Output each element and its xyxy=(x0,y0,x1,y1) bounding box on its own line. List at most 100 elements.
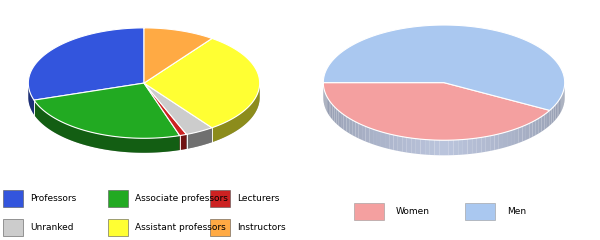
Bar xyxy=(3,190,23,207)
Polygon shape xyxy=(551,107,554,124)
Text: Assistant professors: Assistant professors xyxy=(135,223,226,232)
Polygon shape xyxy=(398,136,402,152)
Text: Unranked: Unranked xyxy=(30,223,74,232)
Polygon shape xyxy=(373,129,377,146)
Bar xyxy=(3,219,23,236)
Polygon shape xyxy=(463,139,467,155)
Polygon shape xyxy=(519,126,523,143)
Polygon shape xyxy=(529,122,533,138)
Polygon shape xyxy=(557,100,559,118)
Polygon shape xyxy=(28,28,144,100)
Polygon shape xyxy=(439,140,444,155)
Polygon shape xyxy=(554,105,556,122)
Polygon shape xyxy=(341,113,344,130)
Bar xyxy=(354,203,384,220)
Polygon shape xyxy=(511,129,515,146)
Polygon shape xyxy=(331,102,332,120)
Polygon shape xyxy=(394,135,398,151)
Polygon shape xyxy=(34,100,180,153)
Polygon shape xyxy=(549,109,551,126)
Polygon shape xyxy=(144,83,187,136)
Polygon shape xyxy=(477,138,481,153)
Polygon shape xyxy=(212,83,260,142)
Polygon shape xyxy=(334,107,337,124)
Polygon shape xyxy=(144,38,260,128)
Polygon shape xyxy=(449,140,454,155)
Polygon shape xyxy=(407,138,411,153)
Polygon shape xyxy=(494,134,499,150)
Polygon shape xyxy=(355,122,359,138)
Polygon shape xyxy=(458,139,463,155)
Polygon shape xyxy=(362,125,365,142)
Polygon shape xyxy=(523,125,526,142)
Polygon shape xyxy=(385,133,389,149)
Text: Men: Men xyxy=(507,207,526,216)
Polygon shape xyxy=(536,118,539,135)
Polygon shape xyxy=(337,109,339,126)
Polygon shape xyxy=(444,140,449,155)
Polygon shape xyxy=(329,100,331,118)
Bar xyxy=(465,203,495,220)
Polygon shape xyxy=(323,25,565,110)
Polygon shape xyxy=(359,123,362,140)
Polygon shape xyxy=(325,92,326,109)
Polygon shape xyxy=(507,131,511,147)
Polygon shape xyxy=(332,105,334,122)
Polygon shape xyxy=(539,116,542,133)
Polygon shape xyxy=(481,137,486,152)
Polygon shape xyxy=(381,132,385,148)
Polygon shape xyxy=(486,136,490,152)
Polygon shape xyxy=(490,135,494,151)
Polygon shape xyxy=(425,139,430,155)
Polygon shape xyxy=(454,140,458,155)
Text: Instructors: Instructors xyxy=(237,223,286,232)
Polygon shape xyxy=(434,140,439,155)
Polygon shape xyxy=(28,83,260,153)
Polygon shape xyxy=(28,83,34,115)
Text: Women: Women xyxy=(396,207,430,216)
Polygon shape xyxy=(421,139,425,155)
Polygon shape xyxy=(187,128,212,149)
Bar xyxy=(210,219,229,236)
Polygon shape xyxy=(560,96,562,113)
Polygon shape xyxy=(556,102,557,120)
Polygon shape xyxy=(144,28,212,83)
Polygon shape xyxy=(328,98,329,115)
Polygon shape xyxy=(402,137,407,152)
Text: Lecturers: Lecturers xyxy=(237,194,280,203)
Polygon shape xyxy=(349,118,352,135)
Polygon shape xyxy=(34,83,180,138)
Polygon shape xyxy=(563,89,564,107)
Polygon shape xyxy=(562,92,563,109)
Polygon shape xyxy=(542,115,544,132)
Bar xyxy=(108,190,128,207)
Polygon shape xyxy=(324,89,325,107)
Polygon shape xyxy=(180,134,187,150)
Polygon shape xyxy=(344,115,346,132)
Polygon shape xyxy=(533,120,536,137)
Polygon shape xyxy=(515,128,519,144)
Polygon shape xyxy=(547,111,549,128)
Polygon shape xyxy=(472,138,477,154)
Polygon shape xyxy=(389,134,394,150)
Bar xyxy=(210,190,229,207)
Polygon shape xyxy=(559,98,560,115)
Polygon shape xyxy=(544,113,547,130)
Polygon shape xyxy=(526,123,529,140)
Polygon shape xyxy=(430,140,434,155)
Polygon shape xyxy=(503,132,507,148)
Polygon shape xyxy=(365,126,369,143)
Polygon shape xyxy=(323,83,550,140)
Polygon shape xyxy=(339,111,341,128)
Polygon shape xyxy=(346,116,349,133)
Polygon shape xyxy=(326,96,328,113)
Text: Associate professors: Associate professors xyxy=(135,194,228,203)
Polygon shape xyxy=(416,139,421,154)
Text: Professors: Professors xyxy=(30,194,76,203)
Bar xyxy=(108,219,128,236)
Polygon shape xyxy=(144,83,212,134)
Polygon shape xyxy=(411,138,416,154)
Polygon shape xyxy=(369,128,373,144)
Polygon shape xyxy=(377,131,381,147)
Polygon shape xyxy=(499,133,503,149)
